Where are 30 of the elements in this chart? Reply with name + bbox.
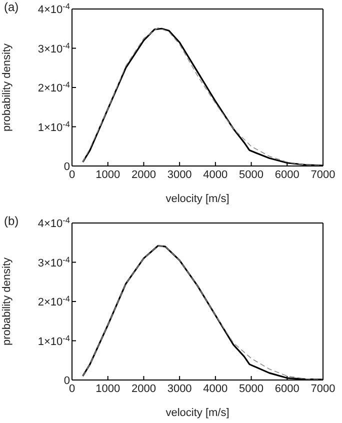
x-tick-label: 1000 bbox=[96, 168, 120, 181]
x-tick-label: 4000 bbox=[203, 168, 228, 181]
y-tick-label: 2×10$^{-4}$ bbox=[38, 80, 70, 94]
y-tick-label: 4×10$^{-4}$ bbox=[38, 2, 70, 16]
x-axis-title: velocity [m/s] bbox=[166, 407, 230, 419]
x-axis-title: velocity [m/s] bbox=[166, 193, 230, 205]
x-tick-label: 5000 bbox=[239, 382, 264, 395]
y-tick-label: 4×10$^{-4}$ bbox=[38, 216, 70, 230]
x-tick-label: 3000 bbox=[167, 168, 192, 181]
x-tick-label: 1000 bbox=[96, 382, 120, 395]
x-tick-label: 6000 bbox=[274, 382, 300, 395]
x-tick-label: 2000 bbox=[131, 382, 156, 395]
x-tick-label: 4000 bbox=[203, 382, 228, 395]
y-tick-label: 0 bbox=[64, 375, 70, 387]
x-tick-label: 7000 bbox=[310, 168, 336, 181]
y-tick-label: 1×10$^{-4}$ bbox=[38, 119, 70, 134]
y-tick-label: 2×10$^{-4}$ bbox=[38, 294, 70, 308]
x-tick-label: 3000 bbox=[167, 382, 192, 395]
x-tick-label: 6000 bbox=[274, 168, 300, 181]
x-tick-label: 7000 bbox=[310, 382, 336, 395]
y-tick-label: 1×10$^{-4}$ bbox=[38, 333, 70, 348]
y-tick-label: 0 bbox=[64, 161, 70, 173]
x-tick-label: 5000 bbox=[239, 168, 264, 181]
y-tick-label: 3×10$^{-4}$ bbox=[38, 40, 70, 56]
y-tick-label: 3×10$^{-4}$ bbox=[38, 254, 70, 270]
chart-title: (a) bbox=[4, 0, 19, 14]
y-axis-title: probability density bbox=[0, 256, 13, 346]
x-tick-label: 2000 bbox=[131, 168, 156, 181]
y-axis-title: probability density bbox=[0, 42, 13, 132]
chart-title: (b) bbox=[4, 214, 19, 228]
